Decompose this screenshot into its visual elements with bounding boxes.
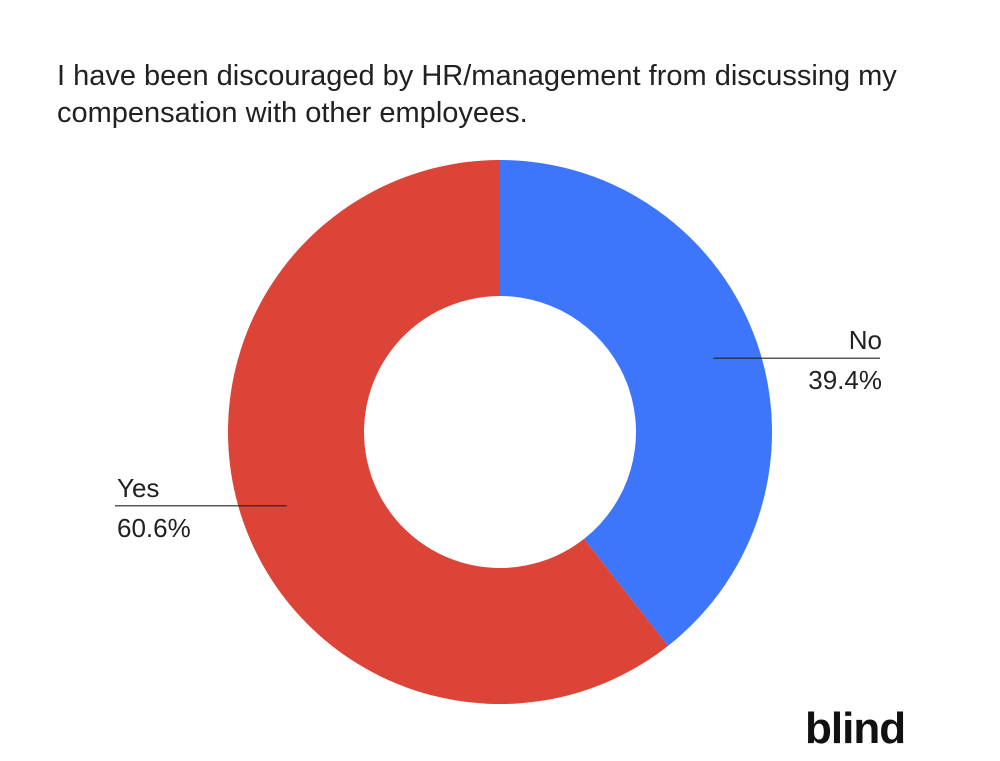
slice-label-yes: Yes — [117, 473, 159, 503]
labels-group: No 39.4% Yes 60.6% — [115, 325, 882, 543]
slice-label-no: No — [849, 325, 882, 355]
slice-value-yes: 60.6% — [117, 513, 191, 543]
blind-logo: blind — [805, 704, 906, 753]
slice-value-no: 39.4% — [808, 365, 882, 395]
slice-no — [500, 160, 772, 646]
chart-title: I have been discouraged by HR/management… — [57, 60, 897, 129]
slice-yes — [228, 160, 669, 704]
slices-group — [228, 160, 772, 704]
